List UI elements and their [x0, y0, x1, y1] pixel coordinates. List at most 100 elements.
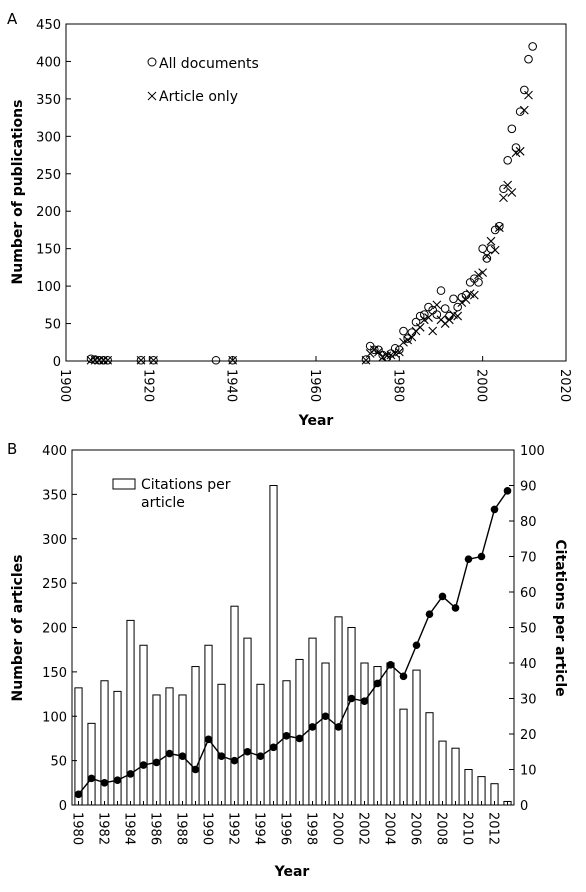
bar-citations-per-article — [438, 740, 447, 806]
point-all-documents — [228, 355, 237, 365]
articles-point — [360, 697, 369, 705]
point-all-documents — [482, 254, 492, 263]
panel-b-legend: Citations per article — [112, 477, 231, 511]
bar-citations-per-article — [256, 683, 265, 806]
articles-point — [165, 749, 174, 758]
left-y-tick-label: 400 — [42, 444, 67, 459]
x-stroke — [486, 236, 496, 246]
y-tick-label: 350 — [36, 93, 61, 108]
articles-point — [139, 761, 148, 769]
x-stroke — [507, 188, 517, 197]
y-tick-label: 250 — [36, 168, 61, 183]
panel-b-right-axis-title: Citations per article — [552, 539, 568, 696]
articles-point — [100, 779, 109, 787]
x-tick-label: 1940 — [224, 369, 239, 402]
point-article-only — [403, 335, 413, 345]
x-stroke — [469, 290, 479, 300]
right-y-tick-label: 80 — [520, 515, 537, 530]
x-stroke — [94, 355, 104, 365]
point-all-documents — [136, 355, 146, 365]
right-y-tick-label: 90 — [520, 480, 537, 495]
point-all-documents — [524, 54, 533, 64]
x-tick-label: 1988 — [174, 812, 189, 845]
point-article-only — [432, 300, 442, 310]
articles-point — [126, 770, 135, 778]
y-tick-label: 200 — [36, 205, 61, 220]
x-tick-label: 2012 — [486, 812, 501, 845]
x-stroke — [103, 355, 113, 365]
point-all-documents — [495, 221, 504, 231]
point-all-documents — [411, 317, 421, 327]
x-stroke — [228, 355, 238, 365]
articles-point — [152, 758, 161, 767]
point-article-only — [86, 355, 96, 365]
point-all-documents — [449, 294, 458, 304]
articles-point — [217, 752, 226, 760]
y-tick-label: 50 — [44, 318, 61, 333]
bar-citations-per-article — [360, 662, 369, 806]
point-all-documents — [415, 311, 425, 321]
articles-point — [74, 790, 83, 799]
x-tick-label: 1984 — [122, 812, 137, 845]
x-tick-label: 2010 — [460, 812, 475, 845]
x-tick-label: 2004 — [382, 812, 397, 845]
bar-citations-per-article — [451, 747, 460, 806]
panel-b: B 0 50 100 150 200 250 300 350 400 0 10 20 30 40 50 60… — [7, 440, 568, 880]
point-article-only — [90, 355, 100, 365]
point-article-only — [490, 245, 500, 255]
bar-citations-per-article — [191, 666, 200, 806]
x-stroke — [519, 105, 529, 115]
point-article-only — [469, 290, 479, 300]
articles-point — [243, 747, 252, 756]
point-all-documents — [503, 155, 512, 165]
point-all-documents — [86, 354, 96, 364]
bar-citations-per-article — [425, 712, 434, 806]
bar-citations-per-article — [178, 694, 187, 806]
point-article-only — [394, 347, 404, 357]
legend-article-only-marker — [147, 91, 157, 101]
x-stroke — [86, 355, 96, 365]
point-article-only — [444, 315, 454, 325]
bar-citations-per-article — [347, 627, 356, 806]
left-y-tick-label: 350 — [42, 488, 67, 503]
x-stroke — [524, 90, 533, 100]
x-tick-label: 1982 — [96, 812, 111, 845]
x-stroke — [374, 347, 383, 357]
x-stroke — [361, 355, 371, 365]
articles-point — [178, 752, 187, 760]
bar-citations-per-article — [308, 637, 317, 806]
y-tick-label: 100 — [36, 280, 61, 295]
panel-a-plot-frame — [65, 23, 567, 362]
articles-point — [321, 712, 330, 721]
articles-point — [230, 756, 239, 765]
point-all-documents — [457, 293, 467, 302]
bar-citations-per-article — [399, 708, 408, 806]
x-stroke — [419, 315, 429, 325]
x-stroke — [394, 347, 404, 357]
x-stroke — [149, 355, 158, 365]
articles-point — [412, 641, 421, 650]
articles-point — [256, 752, 265, 760]
point-all-documents — [436, 286, 446, 295]
point-all-documents — [361, 355, 371, 364]
point-article-only — [94, 355, 104, 365]
right-y-tick-label: 40 — [520, 657, 537, 672]
x-tick-label: 1900 — [57, 369, 72, 402]
x-stroke — [482, 251, 492, 261]
x-tick-label: 2006 — [408, 812, 423, 845]
bar-citations-per-article — [269, 485, 278, 806]
x-tick-label: 1992 — [226, 812, 241, 845]
right-y-tick-label: 60 — [520, 586, 537, 601]
point-article-only — [361, 355, 371, 365]
bar-citations-per-article — [321, 662, 330, 806]
x-stroke — [449, 310, 458, 319]
right-y-tick-label: 30 — [520, 693, 537, 708]
x-stroke — [465, 289, 475, 298]
y-tick-label: 400 — [36, 55, 61, 70]
point-article-only — [136, 355, 146, 365]
x-stroke — [432, 300, 442, 310]
articles-point — [204, 735, 213, 744]
y-tick-label: 450 — [36, 18, 61, 33]
x-stroke — [403, 335, 413, 345]
legend-citations-swatch — [112, 478, 136, 490]
